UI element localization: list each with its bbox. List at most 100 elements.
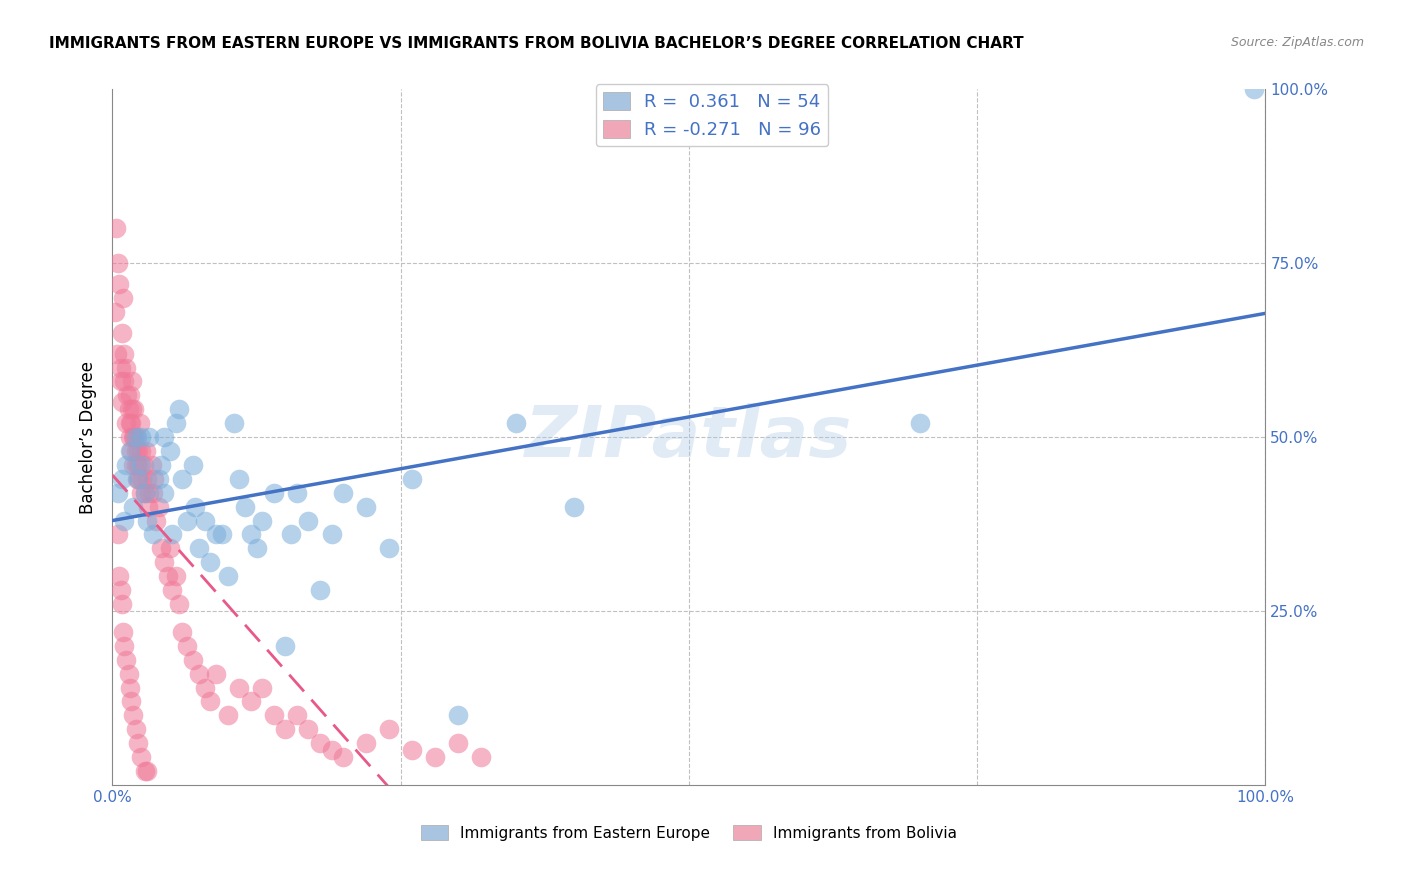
Point (274, 639, 297, 653)
Point (118, 444, 141, 458)
Point (246, 541, 269, 556)
Point (117, 666, 139, 681)
Point (425, 750, 447, 764)
Point (239, 527, 262, 541)
Point (134, 485, 156, 500)
Point (129, 416, 152, 430)
Point (110, 360, 132, 375)
Point (354, 736, 377, 750)
Point (142, 485, 165, 500)
Point (112, 346, 135, 360)
Point (470, 750, 492, 764)
Point (274, 723, 297, 737)
Point (159, 541, 181, 556)
Point (153, 485, 176, 500)
Point (280, 527, 302, 541)
Point (447, 736, 470, 750)
Point (125, 430, 148, 444)
Point (162, 583, 184, 598)
Point (118, 681, 141, 695)
Point (115, 360, 138, 375)
Point (217, 569, 239, 583)
Point (115, 653, 138, 667)
Point (120, 444, 142, 458)
Point (127, 472, 149, 486)
Point (354, 500, 377, 514)
Point (131, 472, 153, 486)
Point (143, 472, 166, 486)
Point (170, 624, 193, 639)
Point (107, 256, 129, 270)
Point (562, 500, 585, 514)
Point (263, 485, 285, 500)
Point (120, 416, 142, 430)
Point (134, 764, 156, 778)
Point (121, 402, 143, 417)
Point (205, 666, 228, 681)
Point (127, 736, 149, 750)
Point (127, 444, 149, 458)
Point (309, 583, 332, 598)
Point (122, 500, 145, 514)
Point (145, 514, 167, 528)
Point (125, 472, 148, 486)
Point (217, 708, 239, 723)
Point (378, 723, 401, 737)
Point (297, 514, 319, 528)
Point (401, 743, 423, 757)
Point (104, 221, 127, 235)
Point (297, 723, 319, 737)
Point (285, 708, 308, 723)
Point (111, 597, 134, 611)
Point (156, 569, 179, 583)
Point (111, 291, 134, 305)
Point (211, 527, 233, 541)
Point (505, 416, 527, 430)
Point (132, 458, 155, 472)
Point (149, 458, 172, 472)
Point (142, 527, 165, 541)
Point (124, 458, 146, 472)
Point (129, 750, 153, 764)
Point (309, 736, 332, 750)
Point (149, 541, 172, 556)
Point (332, 750, 354, 764)
Point (184, 500, 207, 514)
Point (129, 444, 153, 458)
Point (111, 326, 134, 340)
Point (117, 388, 139, 402)
Point (136, 472, 159, 486)
Point (124, 723, 146, 737)
Point (252, 681, 274, 695)
Point (332, 485, 354, 500)
Point (148, 500, 170, 514)
Point (141, 458, 163, 472)
Point (112, 375, 135, 389)
Point (321, 743, 343, 757)
Point (378, 541, 401, 556)
Point (110, 375, 132, 389)
Point (124, 402, 146, 417)
Point (138, 430, 160, 444)
Point (148, 472, 170, 486)
Point (205, 527, 228, 541)
Point (136, 764, 159, 778)
Point (188, 666, 211, 681)
Point (105, 346, 128, 360)
Point (188, 541, 211, 556)
Point (176, 514, 198, 528)
Point (181, 653, 204, 667)
Point (165, 416, 187, 430)
Point (118, 388, 141, 402)
Point (169, 402, 191, 417)
Point (124, 430, 146, 444)
Point (200, 694, 222, 708)
Point (121, 375, 143, 389)
Point (122, 708, 145, 723)
Point (107, 527, 129, 541)
Point (124, 430, 146, 444)
Point (117, 402, 139, 417)
Point (129, 458, 153, 472)
Point (252, 514, 274, 528)
Point (110, 583, 132, 598)
